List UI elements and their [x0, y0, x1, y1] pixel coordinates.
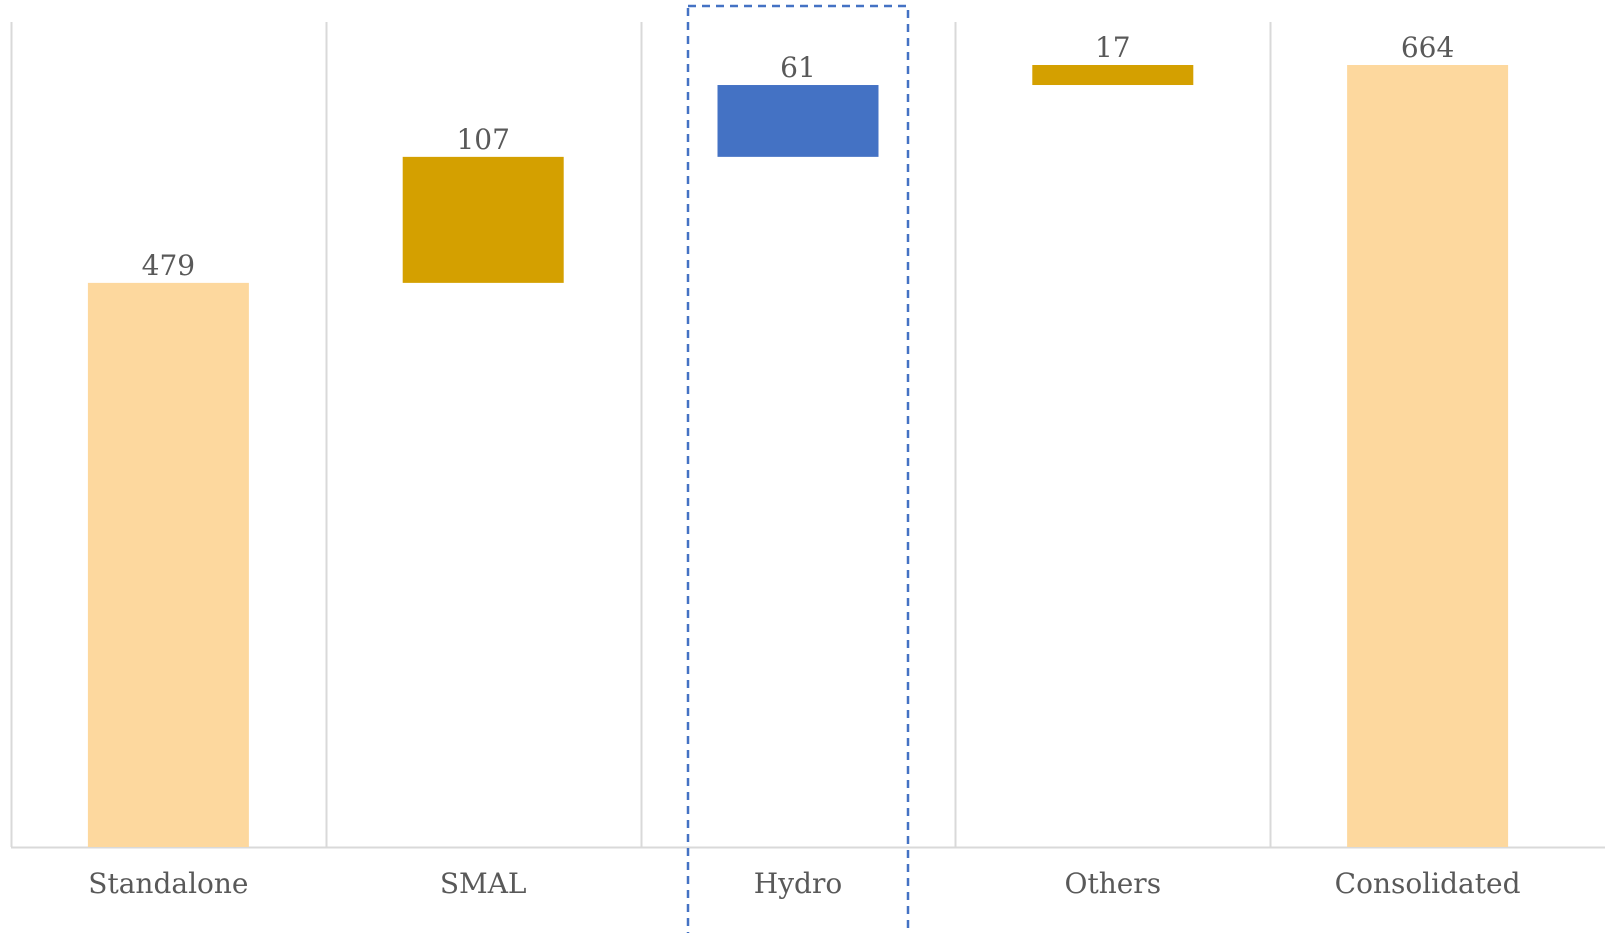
category-label-standalone: Standalone	[88, 867, 248, 900]
value-labels: 479 107 61 17 664	[142, 31, 1455, 282]
value-label-hydro: 61	[780, 51, 816, 84]
bar-others	[1032, 65, 1194, 86]
category-label-hydro: Hydro	[754, 867, 842, 900]
category-labels: Standalone SMAL Hydro Others Consolidated	[88, 867, 1520, 900]
bar-smal	[402, 156, 564, 283]
value-label-consolidated: 664	[1401, 31, 1454, 64]
category-label-consolidated: Consolidated	[1335, 867, 1521, 900]
bar-consolidated	[1347, 65, 1509, 847]
value-label-standalone: 479	[142, 249, 195, 282]
value-label-others: 17	[1095, 31, 1131, 64]
category-label-others: Others	[1065, 867, 1162, 900]
category-label-smal: SMAL	[440, 867, 527, 900]
value-label-smal: 107	[456, 123, 509, 156]
bar-standalone	[87, 282, 249, 848]
bar-hydro	[717, 85, 879, 157]
gridlines	[10, 22, 1605, 849]
bars	[87, 65, 1509, 848]
hydro-highlight-box	[686, 4, 910, 933]
